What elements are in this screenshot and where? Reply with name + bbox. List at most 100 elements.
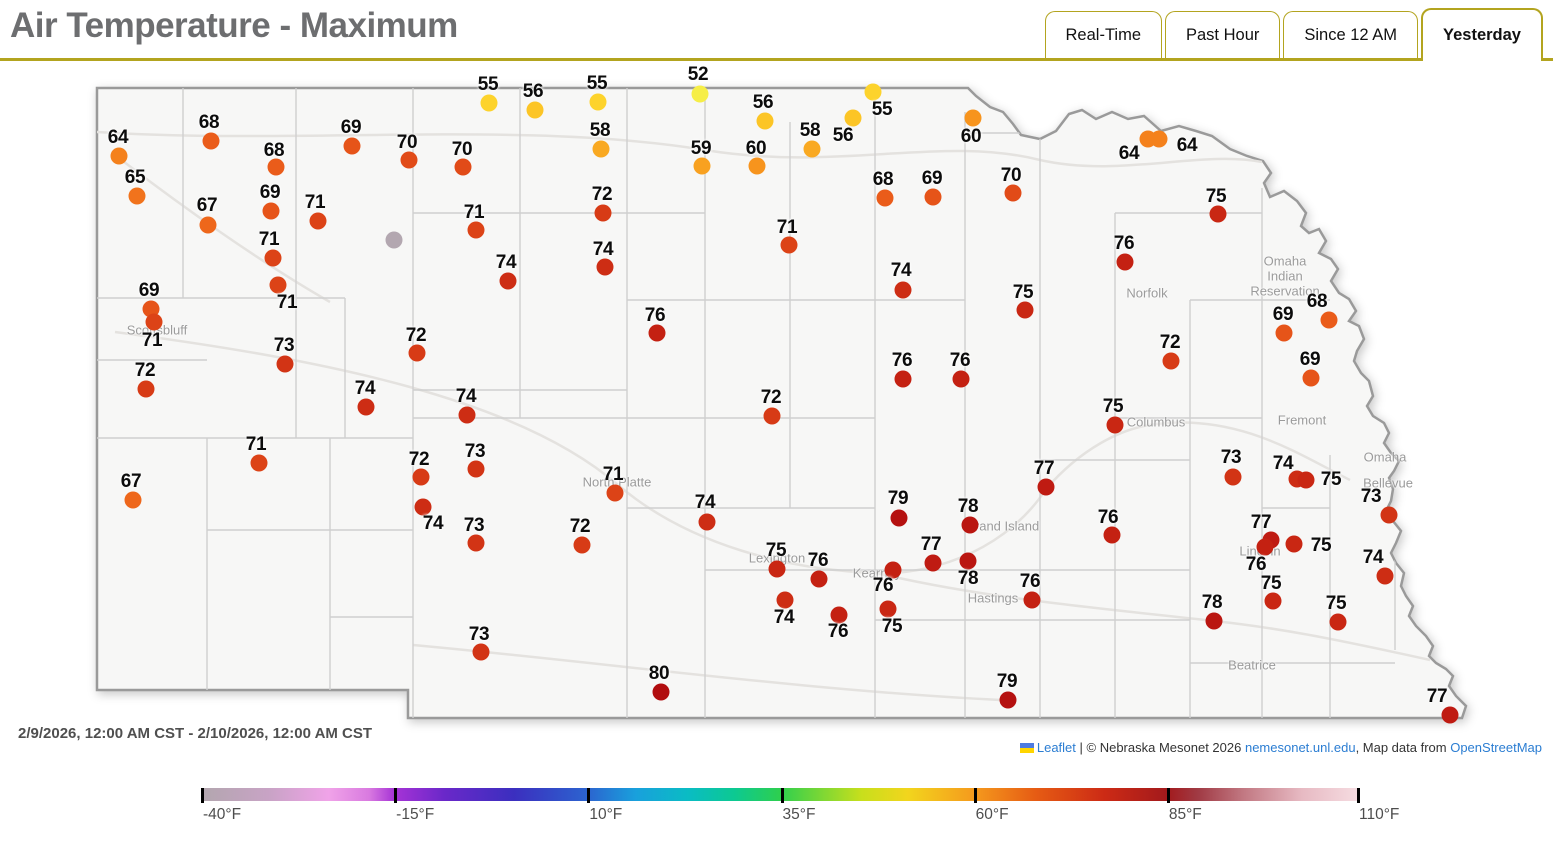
station-dot[interactable]	[1302, 369, 1320, 387]
station-dot[interactable]	[408, 344, 426, 362]
station-dot[interactable]	[830, 606, 848, 624]
station-dot[interactable]	[467, 460, 485, 478]
station-dot[interactable]	[573, 536, 591, 554]
station-dot[interactable]	[1004, 184, 1022, 202]
openstreetmap-link[interactable]: OpenStreetMap	[1450, 740, 1542, 755]
station-dot[interactable]	[594, 204, 612, 222]
station-dot[interactable]	[864, 83, 882, 101]
station-dot[interactable]	[454, 158, 472, 176]
station-dot[interactable]	[202, 132, 220, 150]
station-dot[interactable]	[959, 552, 977, 570]
station-dot[interactable]	[400, 151, 418, 169]
station-dot[interactable]	[803, 140, 821, 158]
station-dot[interactable]	[458, 406, 476, 424]
station-dot[interactable]	[1297, 471, 1315, 489]
station-dot[interactable]	[1376, 567, 1394, 585]
station-dot[interactable]	[1116, 253, 1134, 271]
station-dot[interactable]	[1275, 324, 1293, 342]
station-dot[interactable]	[876, 189, 894, 207]
station-dot[interactable]	[269, 276, 287, 294]
station-dot[interactable]	[1320, 311, 1338, 329]
station-dot[interactable]	[1329, 613, 1347, 631]
tab-past-hour[interactable]: Past Hour	[1165, 11, 1281, 61]
tab-since-12am[interactable]: Since 12 AM	[1283, 11, 1419, 61]
station-dot[interactable]	[763, 407, 781, 425]
station-dot[interactable]	[589, 93, 607, 111]
station-value-label: 77	[920, 534, 942, 555]
station-dot[interactable]	[467, 534, 485, 552]
station-dot[interactable]	[1150, 130, 1168, 148]
station-dot[interactable]	[693, 157, 711, 175]
station-dot[interactable]	[480, 94, 498, 112]
station-value-label: 55	[871, 99, 893, 120]
station-dot[interactable]	[1023, 591, 1041, 609]
station-dot[interactable]	[357, 398, 375, 416]
leaflet-map[interactable]: Scottsbluff North Platte Lexington Kearney H…	[0, 0, 1553, 765]
station-dot[interactable]	[596, 258, 614, 276]
station-dot[interactable]	[961, 516, 979, 534]
station-dot[interactable]	[276, 355, 294, 373]
station-dot[interactable]	[1380, 506, 1398, 524]
station-dot[interactable]	[142, 300, 160, 318]
station-dot[interactable]	[894, 370, 912, 388]
station-dot[interactable]	[924, 188, 942, 206]
station-dot[interactable]	[756, 112, 774, 130]
station-dot[interactable]	[1103, 526, 1121, 544]
station-dot[interactable]	[999, 691, 1017, 709]
station-dot[interactable]	[776, 591, 794, 609]
station-dot[interactable]	[964, 109, 982, 127]
station-dot[interactable]	[412, 468, 430, 486]
station-dot[interactable]	[691, 85, 709, 103]
station-dot[interactable]	[124, 491, 142, 509]
station-dot[interactable]	[472, 643, 490, 661]
station-dot[interactable]	[1256, 538, 1274, 556]
leaflet-link[interactable]: Leaflet	[1036, 740, 1076, 755]
station-dot[interactable]	[267, 158, 285, 176]
station-dot[interactable]	[145, 313, 163, 331]
tab-real-time[interactable]: Real-Time	[1044, 11, 1162, 61]
station-dot[interactable]	[952, 370, 970, 388]
station-dot[interactable]	[894, 281, 912, 299]
station-dot[interactable]	[1264, 592, 1282, 610]
station-dot[interactable]	[1224, 468, 1242, 486]
station-dot[interactable]	[748, 157, 766, 175]
station-dot[interactable]	[890, 509, 908, 527]
station-dot[interactable]	[810, 570, 828, 588]
station-dot[interactable]	[414, 498, 432, 516]
station-dot[interactable]	[648, 324, 666, 342]
station-dot[interactable]	[592, 140, 610, 158]
station-dot[interactable]	[606, 484, 624, 502]
station-dot[interactable]	[1016, 301, 1034, 319]
station-dot[interactable]	[884, 561, 902, 579]
station-dot[interactable]	[385, 231, 403, 249]
station-dot[interactable]	[128, 187, 146, 205]
station-dot[interactable]	[137, 380, 155, 398]
station-dot[interactable]	[250, 454, 268, 472]
station-dot[interactable]	[1205, 612, 1223, 630]
station-dot[interactable]	[1441, 706, 1459, 724]
station-dot[interactable]	[844, 109, 862, 127]
station-dot[interactable]	[1037, 478, 1055, 496]
station-dot[interactable]	[652, 683, 670, 701]
station-dot[interactable]	[1209, 205, 1227, 223]
station-dot[interactable]	[780, 236, 798, 254]
station-dot[interactable]	[1285, 535, 1303, 553]
station-dot[interactable]	[264, 249, 282, 267]
station-dot[interactable]	[499, 272, 517, 290]
station-dot[interactable]	[698, 513, 716, 531]
station-dot[interactable]	[924, 554, 942, 572]
station-dot[interactable]	[262, 202, 280, 220]
station-dot[interactable]	[199, 216, 217, 234]
station-dot[interactable]	[879, 600, 897, 618]
station-dot[interactable]	[467, 221, 485, 239]
station-dot[interactable]	[1106, 416, 1124, 434]
map-attribution: Leaflet | © Nebraska Mesonet 2026 nemeso…	[1014, 738, 1547, 757]
station-dot[interactable]	[1162, 352, 1180, 370]
nemesonet-link[interactable]: nemesonet.unl.edu	[1244, 740, 1356, 755]
tab-yesterday[interactable]: Yesterday	[1421, 8, 1543, 61]
station-dot[interactable]	[309, 212, 327, 230]
station-dot[interactable]	[768, 560, 786, 578]
station-dot[interactable]	[343, 137, 361, 155]
station-dot[interactable]	[110, 147, 128, 165]
station-dot[interactable]	[526, 101, 544, 119]
